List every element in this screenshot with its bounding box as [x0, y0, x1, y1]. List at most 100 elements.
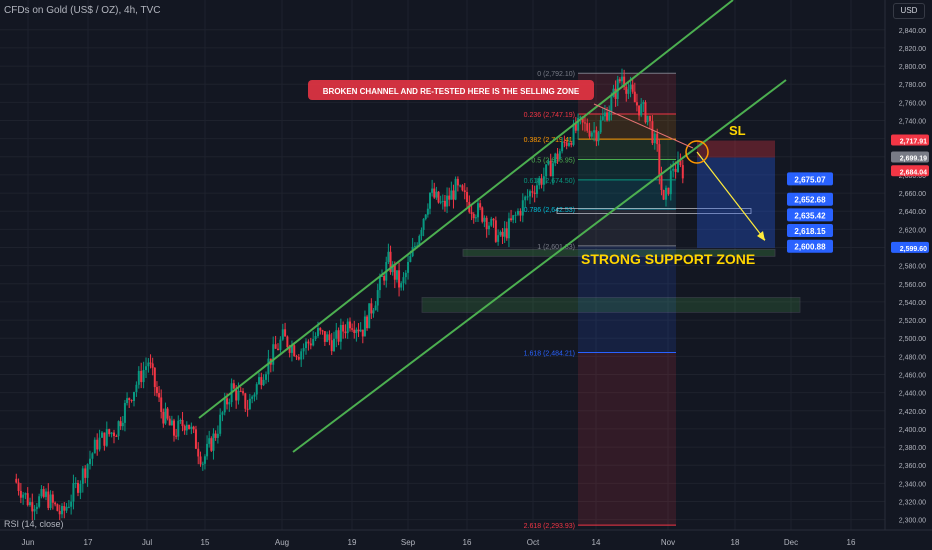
candle-body	[586, 123, 589, 131]
candle-body	[588, 130, 591, 137]
candle-body	[274, 344, 277, 349]
price-axis-bg	[885, 0, 932, 550]
candle-body	[170, 420, 173, 426]
candle-body	[58, 510, 61, 515]
candle-body	[529, 191, 531, 197]
time-tick-label: Nov	[661, 538, 675, 547]
candle-body	[389, 251, 392, 273]
candle-body	[351, 328, 354, 330]
currency-button[interactable]: USD	[893, 3, 925, 19]
overlay-drawings: BROKEN CHANNEL AND RE-TESTED HERE IS THE…	[198, 0, 833, 453]
price-tag-label: 2,717.91	[900, 139, 927, 146]
rsi-indicator-label[interactable]: RSI (14, close)	[4, 519, 64, 529]
candle-body	[383, 275, 386, 281]
candle-body	[477, 203, 479, 218]
candle-body	[281, 329, 284, 340]
candle-body	[378, 276, 381, 291]
candle-body	[323, 331, 326, 342]
fib-label: 2.618 (2,293.93)	[524, 523, 575, 530]
candle-body	[512, 215, 515, 221]
candle-body	[185, 424, 188, 431]
candle-body	[91, 453, 94, 459]
candle-body	[214, 433, 217, 438]
time-tick-label: 16	[847, 538, 856, 547]
candle-body	[398, 270, 401, 288]
candle-body	[288, 347, 291, 353]
price-tag-label: 2,684.04	[900, 169, 927, 176]
candle-body	[621, 76, 623, 82]
stop-loss-box	[697, 140, 775, 158]
candle-body	[15, 478, 18, 483]
candle-body	[669, 170, 672, 195]
candle-body	[63, 506, 66, 511]
candle-body	[574, 123, 577, 131]
candle-body	[115, 436, 118, 438]
price-tick-label: 2,400.00	[899, 427, 926, 434]
fib-label: 0.618 (2,674.50)	[524, 178, 575, 185]
candle-body	[133, 392, 135, 401]
candle-body	[49, 494, 52, 508]
time-tick-label: 14	[592, 538, 601, 547]
candle-body	[89, 458, 91, 465]
price-tick-label: 2,380.00	[899, 445, 926, 452]
candle-body	[208, 438, 211, 444]
candle-body	[197, 448, 200, 457]
candle-body	[439, 201, 442, 203]
time-tick-label: Sep	[401, 538, 416, 547]
candle-body	[297, 356, 300, 360]
fib-label: 0.786 (2,642.53)	[524, 207, 575, 214]
candle-body	[314, 336, 317, 340]
candle-body	[429, 192, 431, 209]
candle-body	[507, 218, 510, 239]
candle-body	[140, 370, 143, 383]
time-tick-label: Jun	[22, 538, 35, 547]
candle-body	[81, 468, 84, 484]
candle-body	[547, 160, 550, 165]
candle-body	[679, 160, 682, 166]
price-tick-label: 2,740.00	[899, 119, 926, 126]
candle-body	[627, 89, 630, 94]
candle-body	[312, 339, 315, 346]
fib-label: 0.382 (2,719.41)	[524, 137, 575, 144]
candle-body	[577, 117, 580, 131]
candle-body	[658, 144, 661, 176]
target-label: 2,635.42	[794, 211, 826, 220]
candle-body	[135, 384, 138, 393]
candle-body	[456, 178, 459, 186]
candle-body	[535, 185, 538, 194]
candle-body	[344, 331, 347, 334]
candle-body	[533, 192, 536, 194]
support-zone-lower	[421, 296, 801, 313]
candle-body	[226, 398, 229, 405]
candle-body	[437, 191, 440, 203]
channel-upper-line	[198, 0, 734, 419]
candle-body	[599, 120, 602, 133]
candle-body	[346, 321, 349, 334]
projection-arrowhead	[757, 231, 765, 241]
candle-body	[201, 463, 204, 465]
candle-body	[38, 496, 41, 507]
candle-body	[110, 432, 113, 435]
candle-body	[353, 329, 356, 334]
candle-body	[372, 310, 375, 314]
candle-body	[221, 412, 224, 415]
candle-body	[105, 429, 108, 446]
candle-body	[258, 377, 261, 385]
candle-body	[638, 105, 641, 116]
candle-body	[123, 403, 126, 423]
candle-body	[474, 217, 477, 219]
price-tick-label: 2,340.00	[899, 481, 926, 488]
candle-body	[302, 348, 305, 352]
target-label-box	[787, 172, 833, 186]
price-tick-label: 2,300.00	[899, 518, 926, 525]
candle-body	[368, 303, 371, 329]
candle-body	[443, 200, 446, 207]
price-tag-box	[891, 241, 929, 253]
candle-body	[570, 142, 573, 145]
candle-body	[206, 443, 209, 457]
candle-body	[558, 151, 561, 160]
candle-body	[501, 231, 504, 237]
fib-zone	[578, 159, 676, 180]
candle-body	[190, 426, 193, 430]
candle-body	[597, 132, 600, 142]
